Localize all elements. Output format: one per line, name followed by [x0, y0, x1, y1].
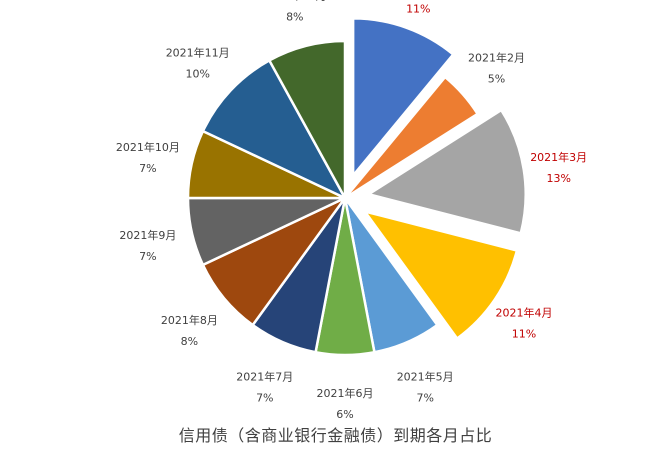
pie-slices: [186, 17, 527, 357]
slice-percent-label: 7%: [139, 250, 156, 263]
pie-slice-4: [363, 210, 519, 340]
slice-percent-label: 6%: [336, 408, 353, 421]
slice-category-label: 2021年4月: [496, 306, 553, 320]
pie-slice-2: [343, 75, 479, 200]
chart-title: 信用债（含商业银行金融债）到期各月占比: [178, 426, 493, 445]
pie-slice-12: [268, 39, 347, 200]
slice-category-label: 2021年10月: [116, 140, 180, 154]
slice-percent-label: 13%: [546, 172, 570, 185]
slice-percent-label: 7%: [139, 162, 156, 175]
slice-category-label: 2021年8月: [161, 313, 218, 327]
pie-labels: 2021年1月11%2021年2月5%2021年3月13%2021年4月11%2…: [116, 0, 587, 421]
slice-percent-label: 10%: [185, 68, 209, 81]
slice-percent-label: 7%: [416, 391, 433, 404]
slice-percent-label: 11%: [406, 2, 430, 15]
pie-slice-3: [367, 108, 527, 235]
slice-category-label: 2021年11月: [166, 46, 230, 60]
slice-percent-label: 8%: [181, 335, 198, 348]
slice-category-label: 2021年3月: [530, 150, 587, 164]
slice-percent-label: 11%: [512, 328, 536, 341]
slice-category-label: 2021年2月: [468, 50, 525, 64]
slice-percent-label: 8%: [286, 10, 303, 23]
slice-category-label: 2021年7月: [236, 369, 293, 383]
slice-category-label: 2021年6月: [317, 386, 374, 400]
pie-slice-1: [351, 17, 455, 177]
slice-percent-label: 7%: [256, 391, 273, 404]
pie-slice-11: [201, 59, 347, 200]
slice-percent-label: 5%: [488, 72, 505, 85]
slice-category-label: 2021年12月: [263, 0, 327, 2]
slice-category-label: 2021年9月: [119, 228, 176, 242]
slice-category-label: 2021年5月: [397, 369, 454, 383]
